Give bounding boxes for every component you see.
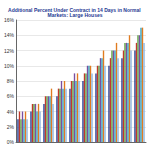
- svg-text:10%: 10%: [4, 63, 15, 69]
- svg-text:2%: 2%: [7, 124, 15, 130]
- svg-text:Markets: Large Houses: Markets: Large Houses: [47, 12, 102, 18]
- svg-text:16%: 16%: [4, 17, 15, 23]
- svg-text:0%: 0%: [7, 139, 15, 145]
- svg-text:14%: 14%: [4, 32, 15, 38]
- svg-text:6%: 6%: [7, 93, 15, 99]
- svg-text:12%: 12%: [4, 48, 15, 54]
- svg-text:4%: 4%: [7, 109, 15, 115]
- svg-text:8%: 8%: [7, 78, 15, 84]
- svg-text:Additional Percent Under Contr: Additional Percent Under Contract in 14 …: [8, 6, 142, 13]
